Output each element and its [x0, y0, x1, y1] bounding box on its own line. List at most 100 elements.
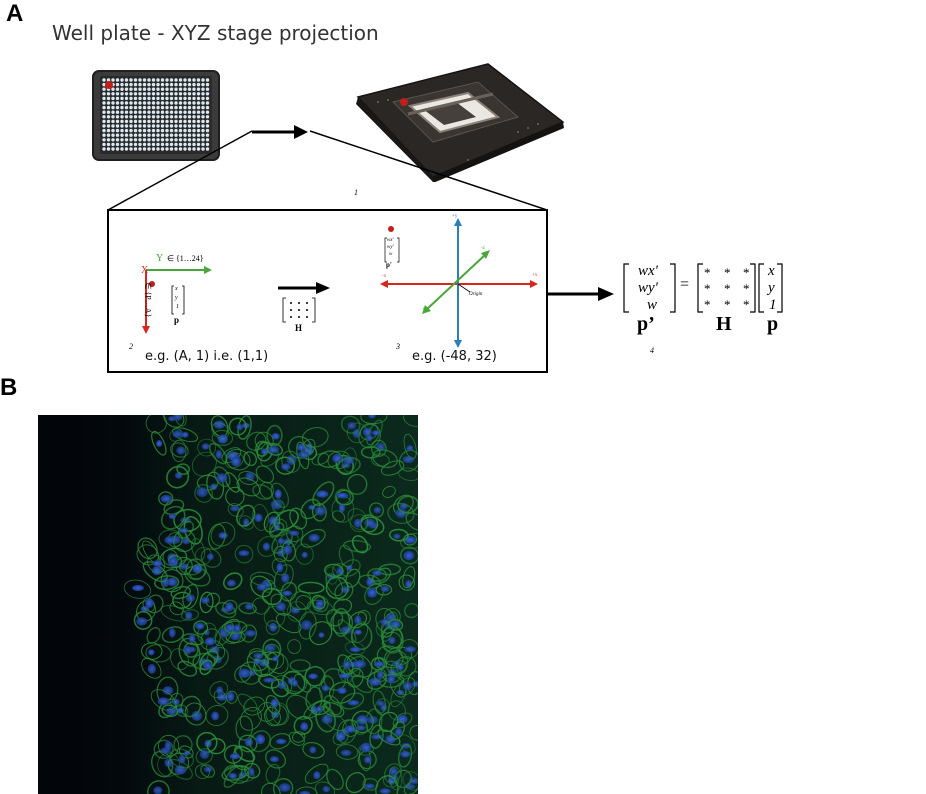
well — [120, 133, 124, 137]
cell-membrane — [145, 415, 167, 434]
cell-nucleus — [196, 487, 208, 498]
eq-star-21: * — [724, 297, 731, 312]
well — [201, 115, 205, 119]
plate-y-range: ∈ {1…24} — [167, 254, 204, 263]
cell-membrane — [279, 531, 299, 549]
well — [151, 87, 156, 91]
cell-membrane — [390, 720, 406, 740]
cell-membrane — [336, 457, 361, 475]
well — [178, 142, 183, 147]
well — [178, 105, 183, 110]
well — [129, 128, 133, 133]
well — [160, 92, 165, 96]
cell-nucleus — [211, 711, 220, 721]
cell-nucleus — [274, 489, 282, 499]
well — [201, 138, 205, 142]
cell-nucleus — [388, 636, 396, 645]
well — [192, 119, 196, 124]
well — [138, 101, 142, 105]
well — [178, 78, 183, 82]
cell-membrane — [311, 700, 331, 716]
well — [178, 124, 183, 128]
well — [196, 142, 201, 147]
well — [178, 133, 183, 137]
well — [192, 96, 196, 101]
cell-membrane — [375, 775, 399, 794]
well — [142, 147, 147, 151]
cell-nucleus — [173, 415, 183, 421]
well — [120, 138, 124, 142]
cell-membrane — [403, 415, 418, 427]
well — [151, 133, 156, 137]
well — [187, 142, 192, 147]
cell-membrane — [388, 528, 409, 542]
well — [205, 105, 210, 110]
cell-nucleus — [229, 753, 241, 760]
cell-membrane — [281, 671, 308, 693]
well — [138, 138, 142, 142]
well — [133, 119, 138, 124]
well — [187, 78, 192, 82]
well — [120, 119, 124, 124]
cell-membrane — [234, 665, 252, 683]
cell-nucleus — [313, 771, 321, 780]
well — [133, 147, 138, 151]
well — [156, 138, 160, 142]
matrix-h-small-label: H — [295, 323, 303, 333]
axis-minus-z: -z — [481, 246, 485, 251]
well — [165, 105, 169, 110]
well — [102, 115, 106, 119]
cell-membrane — [224, 452, 244, 469]
cell-membrane — [383, 763, 402, 784]
well — [133, 78, 138, 82]
well — [111, 87, 115, 91]
well — [192, 138, 196, 142]
well — [106, 78, 111, 82]
cell-nucleus — [217, 434, 228, 444]
well — [192, 147, 196, 151]
cell-membrane — [388, 766, 403, 791]
well — [183, 147, 187, 151]
cell-membrane — [269, 518, 288, 537]
well — [120, 142, 124, 147]
well — [106, 92, 111, 96]
well — [120, 124, 124, 128]
well — [196, 115, 201, 119]
cell-nucleus — [233, 624, 241, 633]
well — [129, 96, 133, 101]
well — [106, 147, 111, 151]
well — [147, 78, 151, 82]
cell-nucleus — [156, 440, 163, 448]
well — [147, 87, 151, 91]
cell-membrane — [362, 777, 379, 791]
cell-membrane — [266, 443, 283, 456]
well — [165, 92, 169, 96]
cell-membrane — [397, 495, 418, 514]
cell-membrane — [337, 654, 354, 676]
eq-rhs-0: x — [768, 263, 775, 279]
cell-nucleus — [366, 587, 378, 598]
cell-nucleus — [354, 615, 362, 625]
well — [156, 92, 160, 96]
well — [196, 92, 201, 96]
well — [111, 133, 115, 137]
well — [165, 110, 169, 114]
well — [205, 124, 210, 128]
well — [142, 128, 147, 133]
cell-membrane — [314, 781, 335, 794]
cell-nucleus — [402, 455, 415, 464]
cell-membrane — [235, 715, 254, 741]
vector-p-x: x — [175, 286, 178, 292]
eq-star-11: * — [724, 281, 731, 296]
well — [174, 92, 178, 96]
well — [160, 124, 165, 128]
well — [187, 87, 192, 91]
well — [142, 133, 147, 137]
eq-star-01: * — [724, 265, 731, 280]
cell-nucleus — [354, 659, 366, 669]
cell-membrane — [370, 439, 387, 457]
well — [124, 119, 129, 124]
cell-membrane — [360, 415, 388, 425]
cell-membrane — [322, 702, 345, 718]
well — [174, 96, 178, 101]
